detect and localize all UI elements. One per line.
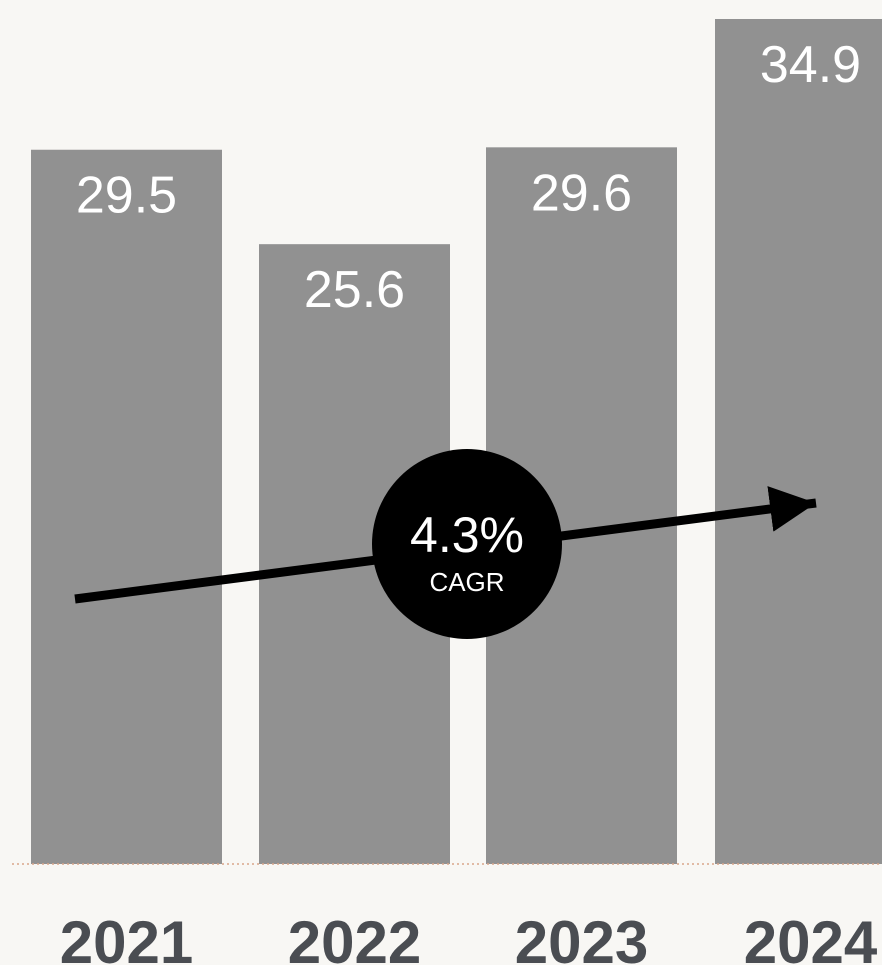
bar-2021 <box>31 149 222 864</box>
bar-value-label-2024: 34.9 <box>760 36 861 94</box>
bar-value-label-2023: 29.6 <box>531 164 632 222</box>
bar-labels-layer: 29.5 2021 25.6 2022 29.6 2023 34.9 2024 <box>60 36 878 965</box>
cagr-annotation: 4.3% CAGR <box>74 449 817 639</box>
bars-layer <box>31 19 882 864</box>
bar-value-label-2022: 25.6 <box>304 261 405 319</box>
bar-2024 <box>715 19 882 864</box>
category-label-2021: 2021 <box>60 909 193 965</box>
bar-value-label-2021: 29.5 <box>76 167 177 225</box>
cagr-badge <box>372 449 562 639</box>
cagr-value: 4.3% <box>410 507 524 563</box>
cagr-label: CAGR <box>429 567 504 597</box>
category-label-2024: 2024 <box>744 909 878 965</box>
category-label-2022: 2022 <box>288 909 421 965</box>
category-label-2023: 2023 <box>515 909 648 965</box>
